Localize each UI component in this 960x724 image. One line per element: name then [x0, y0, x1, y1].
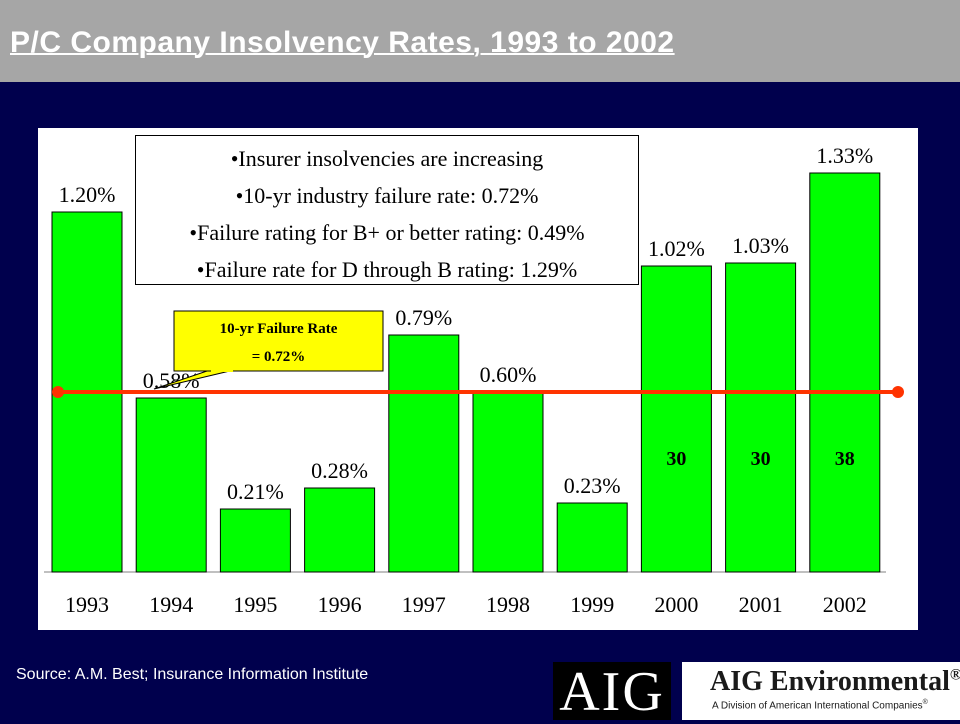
x-tick-label: 1994 [149, 592, 193, 617]
bar-value-label: 0.23% [564, 473, 621, 498]
x-tick-label: 1995 [233, 592, 277, 617]
bar [388, 334, 460, 573]
chart-panel: 1.20% 1993 0.58% 1994 0.21% 1995 0.28% 1996 0.79… [38, 128, 918, 630]
x-tick-label: 1997 [402, 592, 446, 617]
bar-value-label: 1.33% [816, 143, 873, 168]
x-tick-label: 2000 [654, 592, 698, 617]
x-tick-label: 1993 [65, 592, 109, 617]
callout-line-2: = 0.72% [252, 349, 306, 365]
source-note: Source: A.M. Best; Insurance Information… [16, 666, 369, 683]
x-tick-label: 2001 [739, 592, 783, 617]
x-tick-label: 1996 [318, 592, 362, 617]
callout-line-1: 10-yr Failure Rate [220, 321, 338, 337]
bar [472, 391, 544, 573]
brand-box: AIG Environmental® A Division of America… [682, 662, 960, 720]
brand-name: AIG Environmental® [710, 666, 960, 698]
bar [640, 265, 712, 573]
bullet-item: •Failure rate for D through B rating: 1.… [196, 257, 578, 282]
bar-value-label: 1.03% [732, 233, 789, 258]
bar-value-label: 1.02% [648, 236, 705, 261]
bar-count-label: 30 [666, 448, 686, 470]
aig-logo-mark: AIG [559, 661, 665, 723]
bar-value-label: 0.79% [395, 305, 452, 330]
aig-logo: AIG [553, 661, 671, 723]
x-tick-label: 2002 [823, 592, 867, 617]
reference-line-marker [892, 386, 904, 398]
bar [725, 262, 797, 573]
bar [219, 508, 291, 573]
x-tick-label: 1998 [486, 592, 530, 617]
bar [556, 502, 628, 573]
registered-mark: ® [949, 666, 960, 684]
bar-chart: 1.20%19930.58%19940.21%19950.28%19960.79… [44, 143, 904, 617]
bar-value-label: 1.20% [59, 182, 116, 207]
page-title: P/C Company Insolvency Rates, 1993 to 20… [10, 26, 675, 59]
bullet-item: •Failure rating for B+ or better rating:… [189, 220, 585, 245]
x-tick-label: 1999 [570, 592, 614, 617]
bar-count-label: 38 [835, 448, 855, 470]
bar [809, 172, 881, 573]
header-bar: P/C Company Insolvency Rates, 1993 to 20… [0, 0, 960, 82]
reference-line-marker [52, 386, 64, 398]
bullet-item: •Insurer insolvencies are increasing [230, 146, 544, 171]
tagline-registered-mark: ® [922, 699, 928, 706]
brand-tagline: A Division of American International Com… [712, 699, 928, 711]
bar-value-label: 0.21% [227, 479, 284, 504]
bullet-item: •10-yr industry failure rate: 0.72% [235, 183, 539, 208]
bar-value-label: 0.60% [480, 362, 537, 387]
bullet-list-box: •Insurer insolvencies are increasing •10… [135, 135, 639, 285]
brand-name-text: AIG Environmental [710, 666, 950, 697]
bar-value-label: 0.28% [311, 458, 368, 483]
callout-box [173, 310, 384, 372]
bar [135, 397, 207, 573]
bar-count-label: 30 [751, 448, 771, 470]
bar [304, 487, 376, 573]
brand-tagline-text: A Division of American International Com… [712, 700, 923, 712]
